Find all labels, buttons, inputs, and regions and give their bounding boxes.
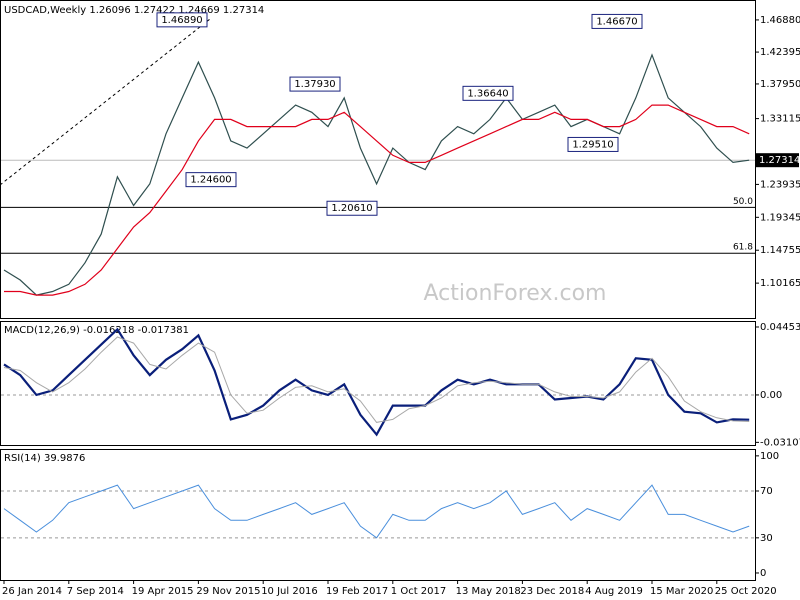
macd-title: MACD(12,26,9) -0.016218 -0.017381 [4, 325, 189, 336]
x-tick-label: 26 Jan 2014 [2, 586, 62, 597]
x-tick-label: 29 Nov 2015 [196, 586, 260, 597]
annotation-box [185, 172, 237, 188]
series-line [3, 484, 750, 539]
annotation-box [156, 12, 208, 28]
y-tick-label: 1.33115 [760, 114, 800, 125]
series-line [3, 336, 750, 423]
x-tick-label: 25 Oct 2020 [715, 586, 777, 597]
y-tick-label: 0 [760, 568, 766, 579]
series-line [3, 53, 750, 296]
y-tick-label: -0.031072 [760, 437, 800, 448]
x-tick-label: 1 Oct 2017 [391, 586, 446, 597]
macd-panel-frame [0, 321, 756, 446]
last-price-box [756, 153, 799, 168]
y-tick-label: 1.23935 [760, 179, 800, 190]
x-tick-label: 7 Sep 2014 [67, 586, 124, 597]
y-tick-label: 1.19345 [760, 212, 800, 223]
y-tick-label: 30 [760, 533, 773, 544]
series-line [4, 104, 750, 296]
x-tick-label: 19 Apr 2015 [132, 586, 194, 597]
fib-label: 50.0 [733, 197, 753, 207]
annotation-label: 1.24600 [190, 175, 231, 186]
last-price-label: 1.27314 [759, 155, 800, 166]
series-line [3, 327, 750, 437]
annotation-box [326, 200, 378, 216]
rsi-title: RSI(14) 39.9876 [4, 453, 85, 464]
y-tick-label: 100 [760, 451, 779, 462]
annotation-box [567, 136, 619, 152]
x-tick-label: 13 May 2018 [456, 586, 521, 597]
y-tick-label: 1.46880 [760, 15, 800, 26]
annotation-label: 1.29510 [572, 139, 613, 150]
fib-label: 61.8 [733, 243, 753, 253]
y-tick-label: 1.14755 [760, 245, 800, 256]
y-tick-label: 1.10165 [760, 278, 800, 289]
annotation-box [462, 85, 514, 101]
x-tick-label: 4 Aug 2019 [585, 586, 643, 597]
watermark: ActionForex.com [424, 281, 607, 306]
x-tick-label: 23 Dec 2018 [520, 586, 584, 597]
annotation-box [591, 13, 643, 29]
annotation-label: 1.20610 [331, 203, 372, 214]
annotation-label: 1.36640 [467, 88, 508, 99]
annotation-label: 1.37930 [294, 79, 335, 90]
x-tick-label: 19 Feb 2017 [326, 586, 388, 597]
annotation-label: 1.46890 [161, 15, 202, 26]
trend-line [0, 18, 211, 186]
y-tick-label: 1.37950 [760, 79, 800, 90]
y-tick-label: 70 [760, 486, 773, 497]
y-tick-label: 0.044534 [760, 322, 800, 333]
price-title: USDCAD,Weekly 1.26096 1.27422 1.24669 1.… [4, 5, 264, 16]
y-tick-label: 0.00 [760, 390, 782, 401]
annotation-box [289, 76, 341, 92]
x-tick-label: 10 Jul 2016 [261, 586, 318, 597]
rsi-panel-frame [0, 449, 756, 581]
annotation-label: 1.46670 [596, 16, 637, 27]
y-tick-label: 1.42395 [760, 47, 800, 58]
price-panel-frame [0, 0, 756, 319]
x-tick-label: 15 Mar 2020 [650, 586, 713, 597]
